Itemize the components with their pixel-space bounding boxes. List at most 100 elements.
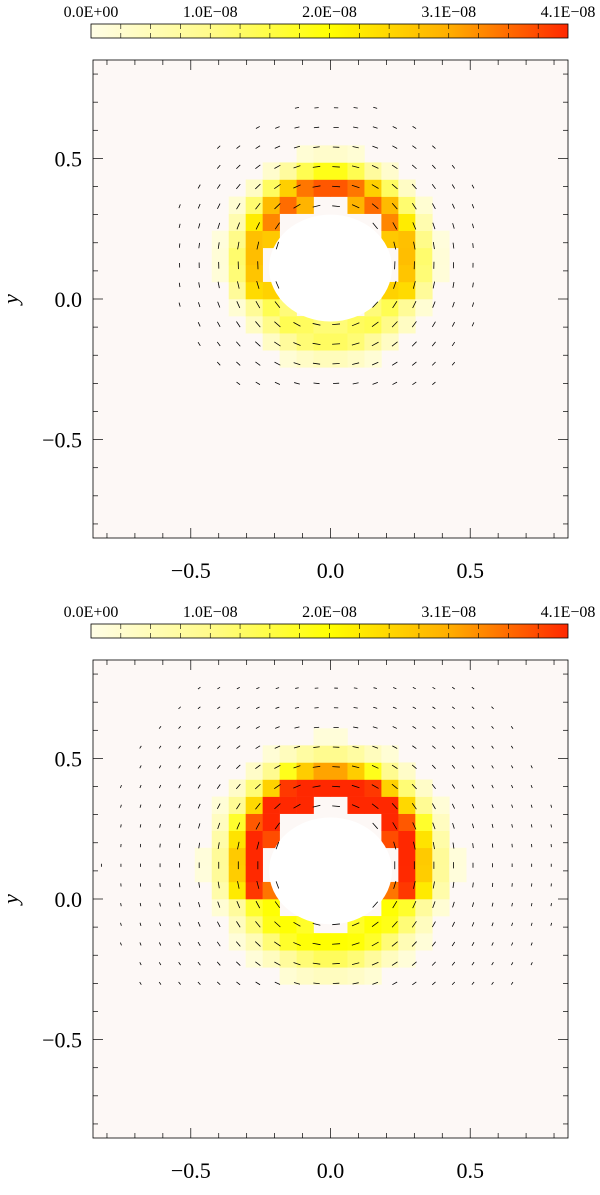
heatmap-cell xyxy=(415,899,432,916)
heatmap-cell xyxy=(347,933,364,950)
x-tick-label: 0.0 xyxy=(317,558,345,583)
heatmap-cell xyxy=(398,265,415,282)
heatmap-cell xyxy=(364,333,381,350)
heatmap-cell xyxy=(398,231,415,248)
heatmap-cell xyxy=(246,797,263,814)
heatmap-cell xyxy=(398,248,415,265)
heatmap-cell xyxy=(246,231,263,248)
heatmap-cell xyxy=(398,933,415,950)
heatmap-cell xyxy=(331,180,348,197)
heatmap-cell xyxy=(229,797,246,814)
heatmap-cell xyxy=(280,950,297,967)
heatmap-cell xyxy=(364,762,381,779)
heatmap-cell xyxy=(263,899,280,916)
ring-hole xyxy=(269,817,392,924)
heatmap-cell xyxy=(246,882,263,899)
heatmap-cell xyxy=(381,180,398,197)
heatmap-cell xyxy=(280,916,297,933)
heatmap-cell xyxy=(195,848,212,865)
heatmap-cell xyxy=(229,865,246,882)
y-tick-label: 0.5 xyxy=(55,746,83,771)
colorbar-tick-label: 0.0E+00 xyxy=(64,4,119,21)
heatmap-cell xyxy=(331,333,348,350)
heatmap-cell xyxy=(229,231,246,248)
heatmap-cell xyxy=(314,145,331,162)
heatmap-cell xyxy=(364,797,381,814)
y-tick-label: 0.0 xyxy=(55,887,83,912)
heatmap-cell xyxy=(381,316,398,333)
heatmap-cell xyxy=(331,145,348,162)
heatmap-cell xyxy=(246,814,263,831)
heatmap-cell xyxy=(432,831,449,848)
heatmap-cell xyxy=(229,265,246,282)
heatmap-cell xyxy=(449,865,466,882)
heatmap-cell xyxy=(212,797,229,814)
colorbar-tick-label: 1.0E−08 xyxy=(183,4,238,21)
heatmap-cell xyxy=(347,350,364,367)
heatmap-cell xyxy=(331,967,348,984)
y-tick-label: 0.5 xyxy=(55,146,83,171)
heatmap-cell xyxy=(263,762,280,779)
heatmap-cell xyxy=(347,197,364,214)
heatmap-cell xyxy=(297,350,314,367)
heatmap-cell xyxy=(398,316,415,333)
heatmap-cell xyxy=(398,197,415,214)
x-tick-label: 0.5 xyxy=(456,558,484,583)
heatmap-cell xyxy=(347,745,364,762)
polarization-vector xyxy=(354,688,358,689)
heatmap-cell xyxy=(314,745,331,762)
heatmap-cell xyxy=(381,933,398,950)
heatmap-cell xyxy=(432,797,449,814)
colorbar-tick-label: 2.0E−08 xyxy=(302,4,357,21)
heatmap-cell xyxy=(364,162,381,179)
heatmap-cell xyxy=(415,197,432,214)
heatmap-cell xyxy=(415,248,432,265)
heatmap-cell xyxy=(263,180,280,197)
colorbar-tick-label: 3.1E−08 xyxy=(421,604,476,621)
heatmap-cell xyxy=(381,899,398,916)
heatmap-cell xyxy=(263,316,280,333)
heatmap-cell xyxy=(229,848,246,865)
heatmap-cell xyxy=(398,916,415,933)
heatmap-cell xyxy=(432,248,449,265)
heatmap-cell xyxy=(364,197,381,214)
heatmap-cell xyxy=(246,197,263,214)
heatmap-cell xyxy=(381,762,398,779)
heatmap-cell xyxy=(314,350,331,367)
heatmap-cell xyxy=(246,933,263,950)
heatmap-cell xyxy=(229,933,246,950)
polarization-vector xyxy=(121,824,122,827)
heatmap-cell xyxy=(415,214,432,231)
heatmap-cell xyxy=(415,865,432,882)
heatmap-cell xyxy=(246,248,263,265)
heatmap-cell xyxy=(229,282,246,299)
heatmap-cell xyxy=(280,350,297,367)
heatmap-cell xyxy=(195,865,212,882)
heatmap-cell xyxy=(331,745,348,762)
heatmap-cell xyxy=(314,967,331,984)
colorbar-tick-label: 2.0E−08 xyxy=(302,604,357,621)
heatmap-cell xyxy=(280,797,297,814)
heatmap-cell xyxy=(347,162,364,179)
heatmap-cell xyxy=(347,333,364,350)
heatmap-cell xyxy=(364,180,381,197)
heatmap-cell xyxy=(263,797,280,814)
heatmap-cell xyxy=(381,950,398,967)
heatmap-cell xyxy=(246,831,263,848)
heatmap-cell xyxy=(314,180,331,197)
heatmap-cell xyxy=(347,950,364,967)
heatmap-cell xyxy=(280,780,297,797)
heatmap-cell xyxy=(212,814,229,831)
heatmap-cell xyxy=(432,231,449,248)
heatmap-cell xyxy=(246,848,263,865)
heatmap-cell xyxy=(314,333,331,350)
heatmap-cell xyxy=(263,950,280,967)
y-tick-label: −0.5 xyxy=(42,428,82,453)
heatmap-cell xyxy=(381,162,398,179)
heatmap-cell xyxy=(381,299,398,316)
heatmap-cell xyxy=(331,728,348,745)
y-axis-label: y xyxy=(0,294,23,306)
